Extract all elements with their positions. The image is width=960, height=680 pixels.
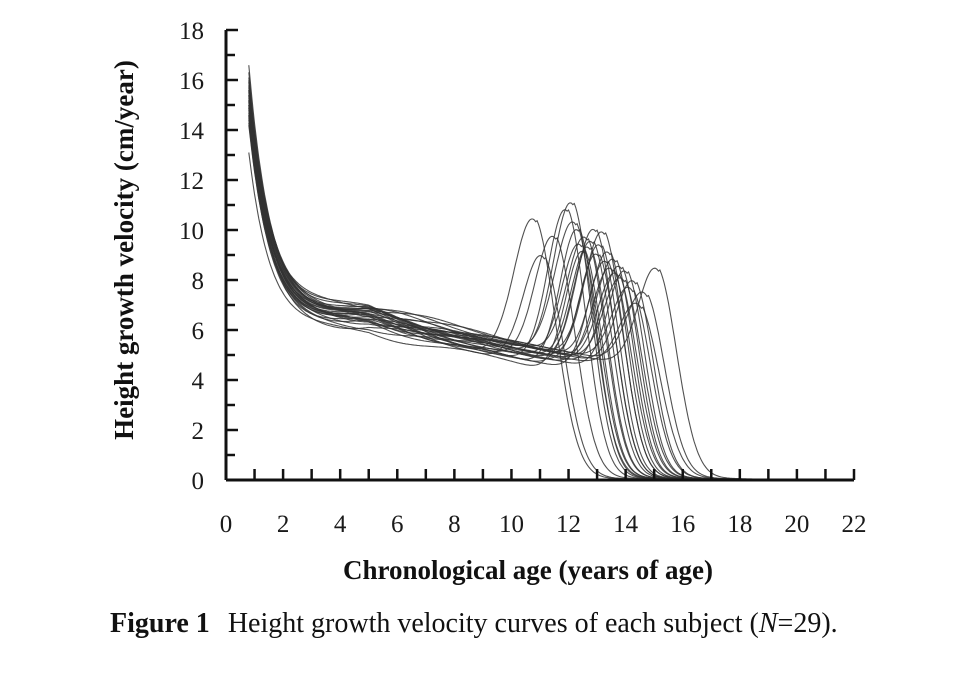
x-tick-label: 22 bbox=[842, 511, 867, 538]
caption-label: Figure 1 bbox=[110, 608, 210, 639]
series-line bbox=[248, 112, 824, 481]
series-line bbox=[248, 100, 824, 481]
series-line bbox=[248, 85, 824, 481]
x-tick-label: 6 bbox=[391, 511, 404, 538]
series-line bbox=[248, 92, 824, 481]
y-tick-label: 4 bbox=[192, 368, 205, 395]
caption-n-symbol: N bbox=[758, 608, 778, 639]
tick-labels: 0 2 4 6 8 10 12 14 16 18 0 2 4 6 8 10 12 14 16 18 20 22 bbox=[179, 18, 867, 538]
series-line bbox=[248, 65, 824, 481]
series-line bbox=[248, 109, 825, 481]
x-tick-label: 0 bbox=[220, 511, 233, 538]
x-tick-label: 16 bbox=[670, 511, 695, 538]
x-tick-label: 18 bbox=[727, 511, 752, 538]
y-axis-title: Height growth velocity (cm/year) bbox=[109, 60, 139, 440]
axes bbox=[224, 28, 856, 482]
series-line bbox=[248, 90, 824, 481]
caption-text: Height growth velocity curves of each su… bbox=[227, 608, 759, 639]
caption-text-end: =29). bbox=[777, 608, 838, 639]
x-tick-label: 12 bbox=[556, 511, 581, 538]
y-tick-label: 10 bbox=[179, 218, 204, 245]
y-tick-label: 14 bbox=[179, 118, 205, 145]
series-line bbox=[248, 97, 824, 481]
y-tick-label: 8 bbox=[192, 268, 205, 295]
series-line bbox=[248, 95, 824, 481]
figure-caption: Figure 1 Height growth velocity curves of… bbox=[110, 606, 890, 642]
series-line bbox=[248, 107, 824, 481]
series-line bbox=[248, 104, 824, 481]
y-tick-label: 18 bbox=[179, 18, 204, 45]
x-tick-label: 20 bbox=[784, 511, 809, 538]
series-line bbox=[248, 82, 824, 481]
x-tick-label: 10 bbox=[499, 511, 524, 538]
series-line bbox=[248, 105, 824, 481]
x-tick-label: 2 bbox=[277, 511, 290, 538]
series-line bbox=[248, 117, 824, 481]
series-line bbox=[248, 102, 824, 481]
series-line bbox=[248, 115, 824, 481]
series-line bbox=[248, 115, 824, 481]
series-line bbox=[248, 107, 824, 481]
y-tick-label: 16 bbox=[179, 68, 204, 95]
x-tick-label: 8 bbox=[448, 511, 461, 538]
series-curves bbox=[248, 65, 825, 481]
y-tick-label: 12 bbox=[179, 168, 204, 195]
series-line bbox=[248, 87, 824, 481]
series-line bbox=[248, 90, 824, 481]
growth-velocity-chart: 0 2 4 6 8 10 12 14 16 18 0 2 4 6 8 10 12 14 16 18 20 22 Chron… bbox=[109, 18, 867, 585]
x-tick-label: 4 bbox=[334, 511, 347, 538]
y-tick-label: 6 bbox=[192, 318, 205, 345]
series-line bbox=[248, 100, 824, 481]
series-line bbox=[248, 95, 824, 481]
x-tick-label: 14 bbox=[613, 511, 639, 538]
series-line bbox=[248, 80, 824, 481]
y-tick-label: 2 bbox=[192, 418, 205, 445]
x-axis-title: Chronological age (years of age) bbox=[343, 555, 713, 585]
y-tick-label: 0 bbox=[192, 468, 205, 495]
